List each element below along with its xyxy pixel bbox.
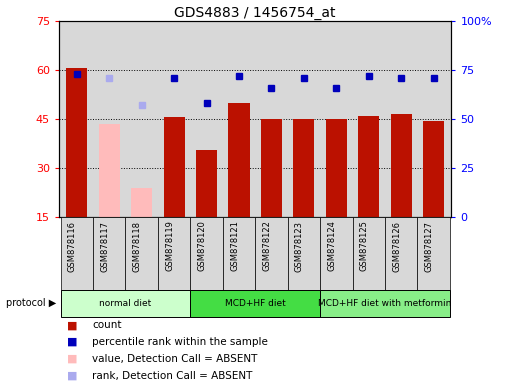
- Title: GDS4883 / 1456754_at: GDS4883 / 1456754_at: [174, 6, 336, 20]
- FancyBboxPatch shape: [158, 217, 190, 290]
- Bar: [358, 116, 379, 217]
- Text: ■: ■: [67, 371, 77, 381]
- FancyBboxPatch shape: [223, 217, 255, 290]
- Bar: [98, 124, 120, 217]
- Text: value, Detection Call = ABSENT: value, Detection Call = ABSENT: [92, 354, 258, 364]
- Text: ■: ■: [67, 354, 77, 364]
- Bar: [131, 188, 152, 217]
- Text: ■: ■: [67, 337, 77, 347]
- Text: ■: ■: [67, 320, 77, 330]
- Text: percentile rank within the sample: percentile rank within the sample: [92, 337, 268, 347]
- Text: protocol ▶: protocol ▶: [6, 298, 56, 308]
- FancyBboxPatch shape: [320, 290, 450, 317]
- Text: GSM878126: GSM878126: [392, 220, 401, 271]
- Text: normal diet: normal diet: [100, 299, 152, 308]
- Bar: [326, 119, 347, 217]
- FancyBboxPatch shape: [93, 217, 126, 290]
- Text: GSM878125: GSM878125: [360, 220, 369, 271]
- FancyBboxPatch shape: [418, 217, 450, 290]
- Bar: [423, 121, 444, 217]
- Bar: [228, 103, 249, 217]
- Text: MCD+HF diet with metformin: MCD+HF diet with metformin: [318, 299, 451, 308]
- Text: MCD+HF diet: MCD+HF diet: [225, 299, 286, 308]
- Text: GSM878118: GSM878118: [133, 220, 142, 271]
- Bar: [164, 118, 185, 217]
- Text: GSM878123: GSM878123: [295, 220, 304, 271]
- Bar: [66, 68, 87, 217]
- Text: count: count: [92, 320, 122, 330]
- FancyBboxPatch shape: [255, 217, 288, 290]
- Bar: [390, 114, 412, 217]
- Text: GSM878120: GSM878120: [198, 220, 207, 271]
- Text: GSM878121: GSM878121: [230, 220, 239, 271]
- FancyBboxPatch shape: [61, 290, 190, 317]
- FancyBboxPatch shape: [190, 290, 320, 317]
- Bar: [293, 119, 314, 217]
- Text: GSM878122: GSM878122: [263, 220, 271, 271]
- Text: GSM878117: GSM878117: [100, 220, 109, 271]
- Text: rank, Detection Call = ABSENT: rank, Detection Call = ABSENT: [92, 371, 253, 381]
- FancyBboxPatch shape: [190, 217, 223, 290]
- Text: GSM878119: GSM878119: [165, 220, 174, 271]
- Bar: [261, 119, 282, 217]
- Text: GSM878127: GSM878127: [425, 220, 433, 271]
- FancyBboxPatch shape: [61, 217, 93, 290]
- Text: GSM878124: GSM878124: [327, 220, 337, 271]
- Text: GSM878116: GSM878116: [68, 220, 77, 271]
- FancyBboxPatch shape: [320, 217, 352, 290]
- FancyBboxPatch shape: [126, 217, 158, 290]
- FancyBboxPatch shape: [385, 217, 418, 290]
- Bar: [196, 150, 217, 217]
- FancyBboxPatch shape: [352, 217, 385, 290]
- FancyBboxPatch shape: [288, 217, 320, 290]
